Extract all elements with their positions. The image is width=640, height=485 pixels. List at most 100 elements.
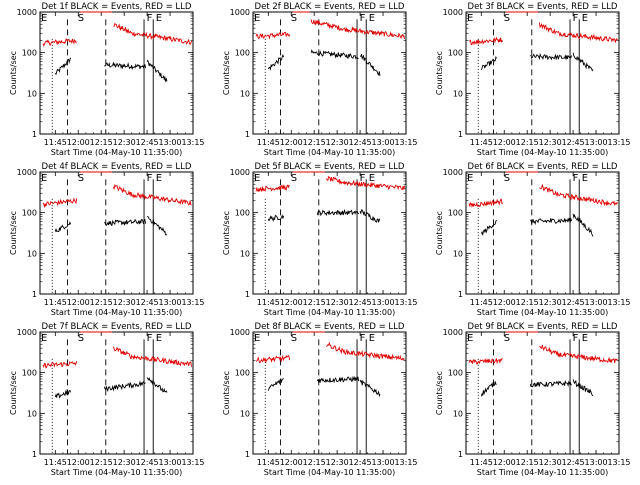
x-axis-title: Start Time (04-May-10 11:35:00) <box>264 148 395 157</box>
series-events-segment <box>316 208 360 217</box>
series-events-segment <box>54 57 72 76</box>
series-lld-segment <box>255 31 291 40</box>
x-tick-label: 12:30 <box>113 298 136 307</box>
y-tick-label: 1000 <box>17 168 37 177</box>
y-tick-label: 100 <box>22 369 37 378</box>
y-tick-label: 1 <box>32 290 37 299</box>
y-tick-label: 100 <box>448 49 463 58</box>
series-lld-segment <box>113 22 133 34</box>
x-axis-title: Start Time (04-May-10 11:35:00) <box>51 148 182 157</box>
series-lld-segment <box>42 37 77 47</box>
panel-title: Det 3f BLACK = Events, RED = LLD <box>468 2 618 12</box>
y-tick-label: 1 <box>245 130 250 139</box>
x-axis-title: Start Time (04-May-10 11:35:00) <box>477 308 608 317</box>
phase-marker-label: E <box>582 333 588 344</box>
phase-marker-label: F <box>147 13 153 24</box>
y-tick-label: 1 <box>458 450 463 459</box>
x-tick-label: 12:45 <box>136 138 159 147</box>
series-lld-segment <box>344 179 405 191</box>
x-axis-title: Start Time (04-May-10 11:35:00) <box>51 468 182 477</box>
series-lld-segment <box>325 175 346 186</box>
x-tick-label: 12:00 <box>493 138 516 147</box>
y-tick-label: 100 <box>448 369 463 378</box>
panel-det-6: Det 6f BLACK = Events, RED = LLD 1 10 100 10… <box>435 162 631 317</box>
y-tick-label: 1000 <box>443 168 463 177</box>
x-tick-label: 13:00 <box>159 138 182 147</box>
y-tick-label: 100 <box>235 369 250 378</box>
series-lld-segment <box>539 344 559 356</box>
phase-marker-label: F <box>573 333 579 344</box>
series-events-segment <box>480 381 497 397</box>
y-tick-label: 100 <box>448 209 463 218</box>
series-lld-segment <box>557 351 618 364</box>
x-axis-title: Start Time (04-May-10 11:35:00) <box>477 148 608 157</box>
phase-marker-label: E <box>156 333 162 344</box>
series-lld-segment <box>468 198 503 208</box>
y-tick-label: 1000 <box>17 8 37 17</box>
x-tick-label: 12:15 <box>516 138 539 147</box>
x-tick-label: 12:30 <box>539 298 562 307</box>
x-tick-label: 11:45 <box>470 298 493 307</box>
phase-marker-label: E <box>369 333 375 344</box>
panel-title: Det 2f BLACK = Events, RED = LLD <box>255 2 405 12</box>
y-tick-label: 10 <box>240 89 250 98</box>
x-axis-title: Start Time (04-May-10 11:35:00) <box>264 468 395 477</box>
x-tick-label: 12:45 <box>562 298 585 307</box>
x-axis-title: Start Time (04-May-10 11:35:00) <box>477 468 608 477</box>
series-lld-segment <box>344 26 405 40</box>
x-tick-label: 11:45 <box>257 298 280 307</box>
x-tick-label: 13:15 <box>394 138 417 147</box>
y-tick-label: 10 <box>240 409 250 418</box>
series-events-segment <box>54 220 72 233</box>
y-axis-title: Counts/sec <box>222 51 231 95</box>
x-tick-label: 12:15 <box>303 298 326 307</box>
panel-title: Det 4f BLACK = Events, RED = LLD <box>42 162 192 172</box>
x-tick-label: 12:15 <box>90 298 113 307</box>
x-tick-label: 12:45 <box>349 458 372 467</box>
phase-marker-label: E <box>582 13 588 24</box>
phase-marker-label: F <box>360 13 366 24</box>
series-events-segment <box>359 209 381 223</box>
y-tick-label: 10 <box>453 249 463 258</box>
x-tick-label: 13:00 <box>372 138 395 147</box>
x-tick-label: 13:15 <box>394 458 417 467</box>
phase-marker-label: S <box>291 13 297 24</box>
series-lld-segment <box>42 361 78 369</box>
series-events-segment <box>267 213 285 222</box>
x-tick-label: 13:00 <box>585 138 608 147</box>
x-tick-label: 12:30 <box>326 138 349 147</box>
x-tick-label: 12:30 <box>326 458 349 467</box>
x-tick-label: 12:30 <box>539 458 562 467</box>
y-tick-label: 1000 <box>443 8 463 17</box>
x-tick-label: 12:00 <box>67 458 90 467</box>
y-tick-label: 1 <box>32 450 37 459</box>
series-events-segment <box>104 218 147 227</box>
x-tick-label: 13:15 <box>607 458 630 467</box>
phase-marker-label: S <box>504 13 510 24</box>
y-axis-title: Counts/sec <box>9 371 18 415</box>
plot-frame <box>252 171 407 295</box>
x-tick-label: 12:00 <box>280 138 303 147</box>
series-lld-segment <box>112 346 133 360</box>
y-tick-label: 100 <box>235 209 250 218</box>
x-tick-label: 12:00 <box>280 458 303 467</box>
x-tick-label: 12:00 <box>493 298 516 307</box>
x-tick-label: 11:45 <box>44 138 67 147</box>
series-lld-segment <box>326 341 346 355</box>
plot-frame <box>39 11 194 135</box>
series-events-segment <box>104 61 147 70</box>
series-lld-segment <box>468 357 503 365</box>
series-events-segment <box>146 59 168 83</box>
phase-marker-label: E <box>467 173 473 184</box>
x-tick-label: 12:30 <box>326 298 349 307</box>
y-axis-title: Counts/sec <box>435 371 444 415</box>
panel-det-8: Det 8f BLACK = Events, RED = LLD 1 10 100 10… <box>222 322 418 477</box>
phase-marker-label: E <box>41 173 47 184</box>
y-tick-label: 100 <box>235 49 250 58</box>
y-tick-label: 1 <box>458 130 463 139</box>
series-lld-segment <box>310 19 346 32</box>
series-lld-segment <box>344 348 405 361</box>
x-tick-label: 12:45 <box>349 138 372 147</box>
y-axis-title: Counts/sec <box>222 371 231 415</box>
